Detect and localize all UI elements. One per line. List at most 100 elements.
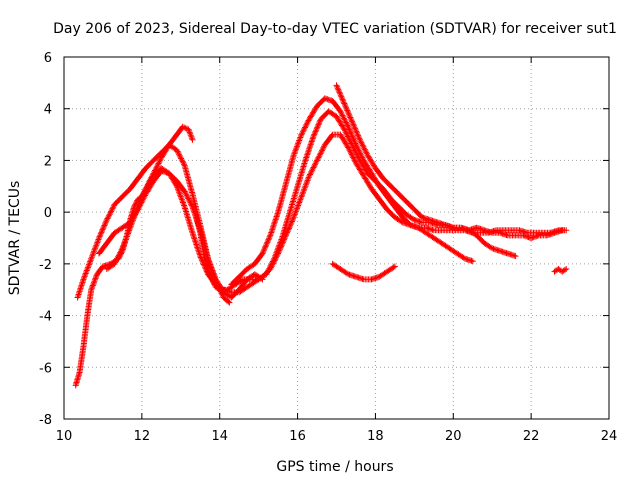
data-point — [331, 133, 334, 136]
data-point — [289, 211, 291, 213]
data-point — [413, 208, 416, 211]
chart-title: Day 206 of 2023, Sidereal Day-to-day VTE… — [53, 21, 617, 37]
data-point — [308, 175, 311, 177]
data-point — [472, 260, 474, 263]
x-tick-label: 24 — [601, 429, 618, 444]
data-point — [553, 270, 556, 273]
data-point — [226, 288, 229, 291]
data-point — [456, 252, 459, 255]
y-tick-label: -8 — [39, 413, 52, 428]
data-point — [370, 278, 373, 281]
x-tick-label: 10 — [56, 429, 73, 444]
data-point — [160, 157, 163, 159]
data-point — [168, 172, 170, 175]
data-point — [292, 216, 295, 219]
data-point — [401, 216, 404, 219]
data-point — [246, 286, 248, 288]
data-point — [421, 221, 423, 224]
data-point — [347, 126, 350, 128]
series-markers — [103, 131, 570, 296]
data-point — [292, 154, 295, 157]
data-point — [561, 270, 564, 273]
data-point — [129, 226, 131, 229]
data-point — [386, 270, 388, 273]
data-point — [133, 206, 135, 208]
data-point — [90, 257, 92, 260]
data-point — [324, 144, 326, 146]
data-point — [316, 159, 318, 162]
data-point — [565, 268, 567, 270]
data-point — [339, 268, 342, 270]
data-point — [324, 97, 326, 100]
data-point — [522, 234, 525, 237]
x-tick-label: 14 — [211, 429, 228, 444]
data-point — [366, 154, 369, 157]
data-point — [343, 128, 346, 131]
data-point — [82, 345, 85, 348]
data-point — [343, 102, 346, 105]
data-point — [281, 237, 283, 239]
data-point — [436, 221, 439, 224]
data-point — [464, 257, 466, 260]
data-point — [176, 149, 178, 151]
y-tick-label: -2 — [39, 258, 52, 273]
data-point — [507, 234, 509, 237]
data-point — [145, 188, 147, 190]
data-point — [102, 265, 104, 268]
data-point — [339, 133, 342, 136]
data-point — [331, 100, 334, 102]
data-point — [74, 384, 77, 387]
data-point — [113, 232, 116, 234]
data-point — [374, 167, 377, 169]
data-point — [121, 226, 124, 229]
data-point — [479, 232, 482, 234]
data-point — [269, 234, 272, 237]
data-point — [514, 255, 517, 257]
data-point — [335, 115, 338, 118]
y-tick-label: 4 — [44, 103, 52, 118]
data-point — [398, 206, 400, 208]
data-point — [448, 229, 451, 231]
data-point — [331, 263, 334, 265]
data-point — [211, 278, 213, 281]
data-point — [351, 120, 353, 123]
data-point — [304, 159, 307, 162]
data-point — [96, 273, 98, 276]
data-point — [199, 255, 202, 257]
data-point — [440, 229, 443, 231]
data-point — [265, 273, 268, 276]
data-point — [183, 190, 186, 193]
data-point — [145, 167, 147, 169]
data-point — [215, 286, 217, 288]
data-point — [246, 268, 248, 270]
x-axis-label: GPS time / hours — [276, 459, 393, 475]
data-point — [362, 175, 365, 177]
data-point — [121, 195, 124, 198]
data-point — [491, 247, 494, 250]
data-point — [347, 146, 350, 149]
data-point — [78, 371, 81, 374]
data-point — [327, 110, 330, 113]
y-tick-label: 6 — [44, 51, 52, 66]
data-point — [199, 232, 202, 234]
data-point — [565, 229, 567, 231]
data-point — [312, 136, 314, 138]
data-point — [222, 296, 225, 299]
data-point — [191, 232, 194, 234]
data-point — [152, 159, 155, 162]
data-point — [203, 255, 205, 257]
series-markers — [551, 266, 570, 275]
series-pass-1 — [74, 141, 233, 306]
series-pass-4 — [103, 131, 570, 296]
data-point — [82, 278, 85, 281]
y-tick-label: 2 — [44, 154, 52, 169]
series-markers — [74, 141, 233, 306]
data-point — [228, 301, 231, 304]
data-point — [378, 198, 381, 200]
data-point — [362, 159, 365, 162]
data-point — [339, 110, 342, 113]
x-tick-label: 22 — [523, 429, 540, 444]
data-point — [359, 138, 361, 141]
data-point — [113, 203, 116, 206]
